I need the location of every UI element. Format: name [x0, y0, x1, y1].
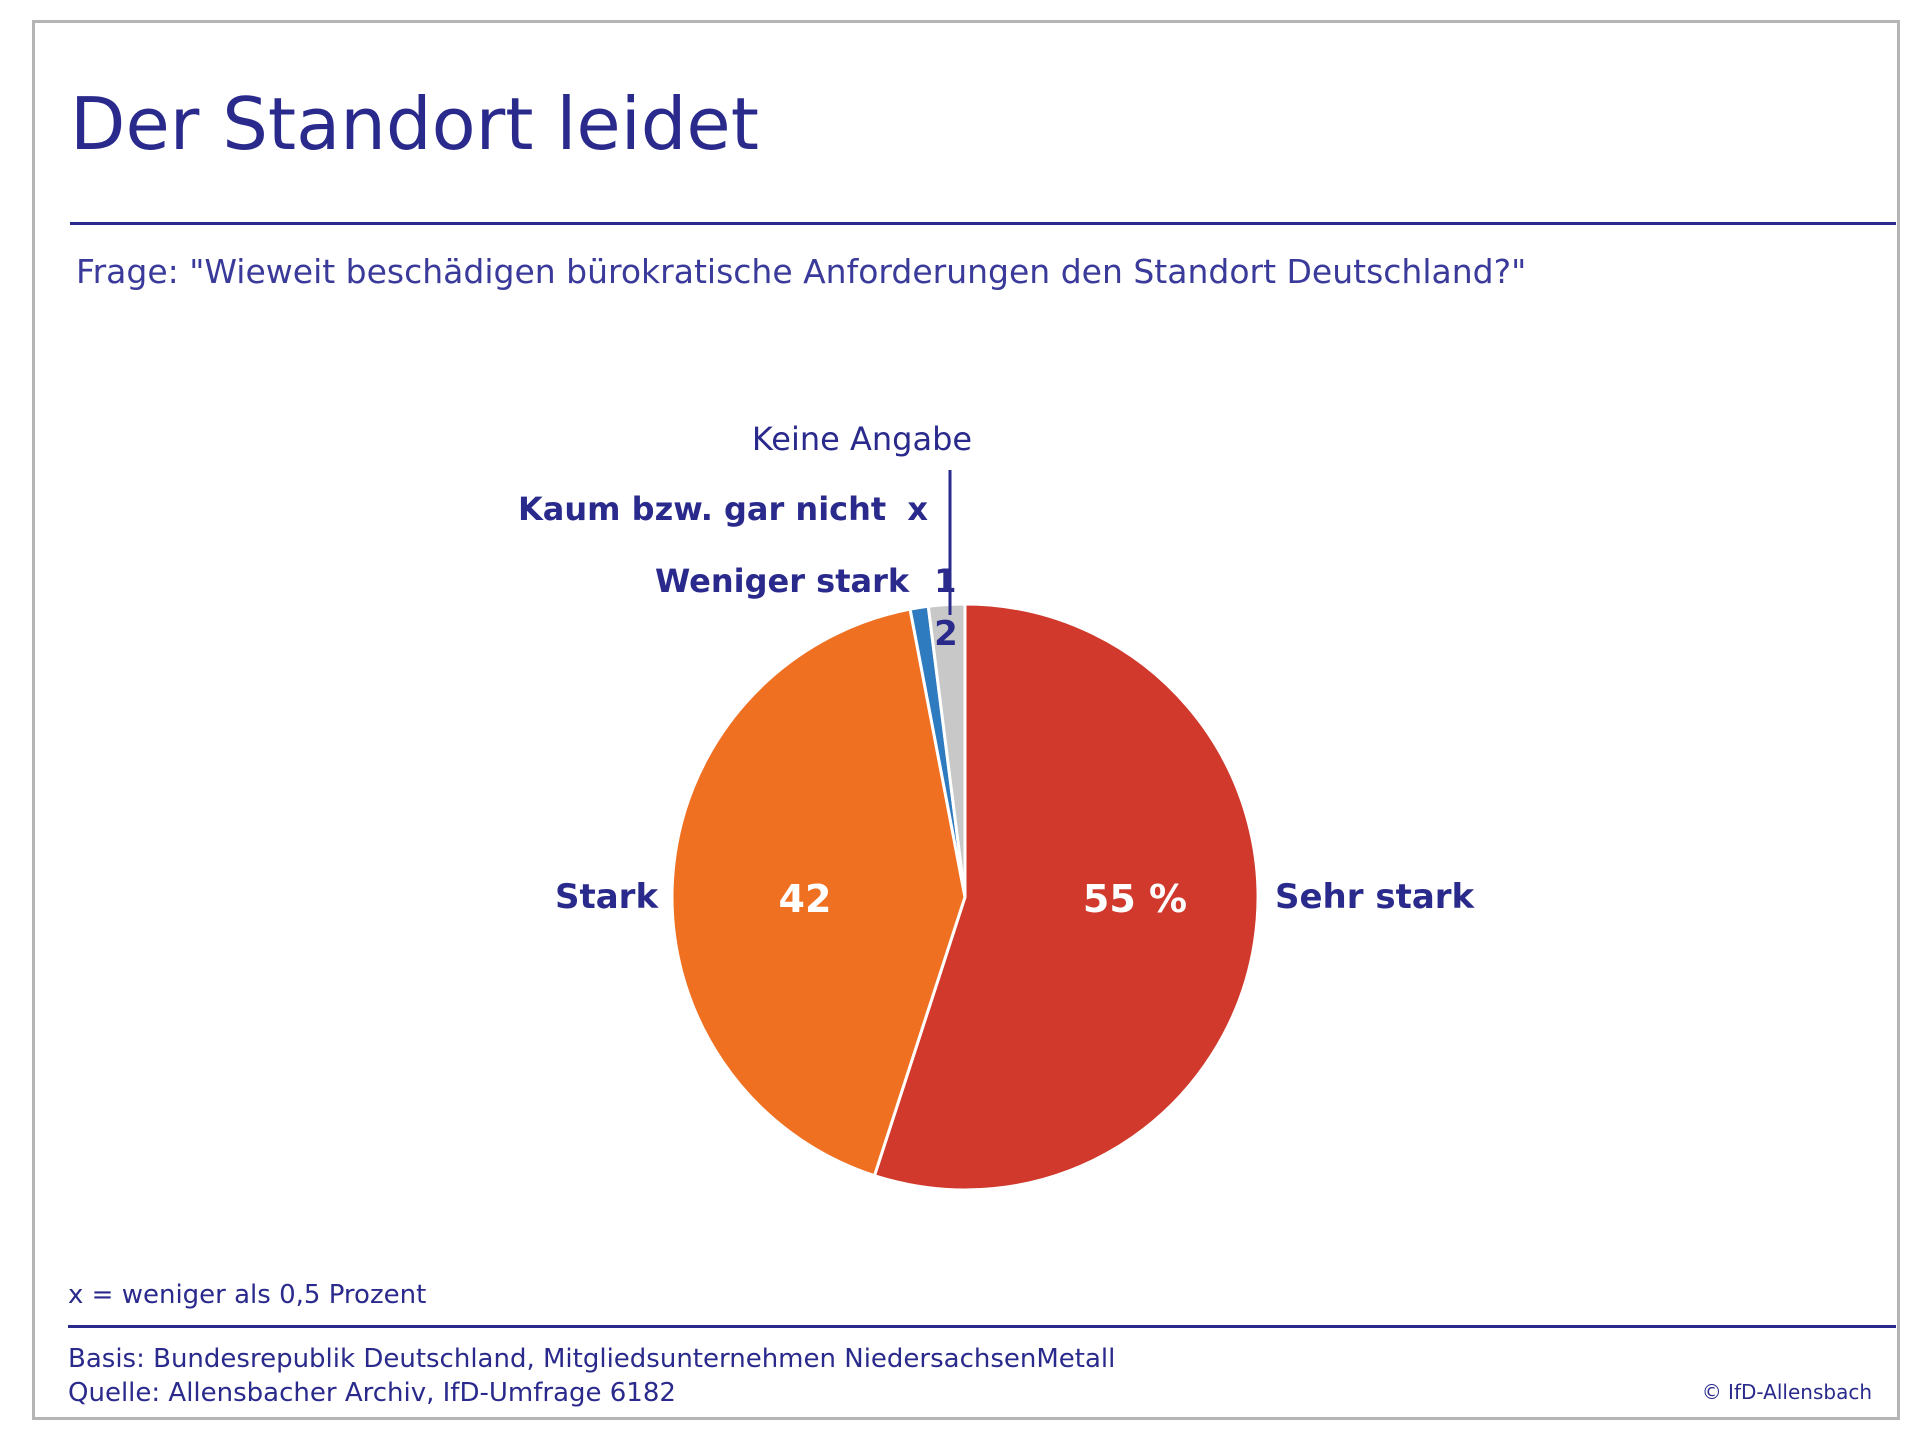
label-stark: Stark — [555, 877, 659, 917]
pie-slice-stark — [670, 607, 967, 1178]
copyright: © IfD-Allensbach — [1701, 1380, 1872, 1404]
label-sehr-stark: Sehr stark — [1275, 877, 1476, 917]
label-weniger-stark-name: Weniger stark — [655, 562, 910, 600]
value-sehr-stark: 55 % — [1083, 877, 1187, 921]
value-keine-angabe: 2 — [934, 614, 958, 654]
label-keine-angabe: Keine Angabe — [752, 420, 972, 458]
value-stark: 42 — [779, 877, 832, 921]
label-kaum-name: Kaum bzw. gar nicht — [518, 490, 886, 528]
label-kaum-value: x — [907, 490, 928, 528]
pie-slice-sehr-stark — [872, 602, 1260, 1192]
label-kaum: Kaum bzw. gar nicht x — [518, 490, 928, 528]
chart-title: Der Standort leidet — [70, 82, 759, 166]
survey-question: Frage: "Wieweit beschädigen bürokratisch… — [76, 252, 1527, 291]
source-text: Quelle: Allensbacher Archiv, IfD-Umfrage… — [68, 1378, 676, 1408]
source-notes: Basis: Bundesrepublik Deutschland, Mitgl… — [68, 1342, 1115, 1410]
pie-slice-keine-angabe — [926, 602, 967, 898]
title-divider — [70, 222, 1896, 225]
footer-divider — [68, 1325, 1896, 1328]
basis-text: Basis: Bundesrepublik Deutschland, Mitgl… — [68, 1344, 1116, 1374]
pie-slices — [670, 602, 1260, 1192]
label-weniger-stark-value: 1 — [934, 562, 956, 600]
label-weniger-stark: Weniger stark 1 — [655, 562, 957, 600]
footnote: x = weniger als 0,5 Prozent — [68, 1280, 427, 1310]
